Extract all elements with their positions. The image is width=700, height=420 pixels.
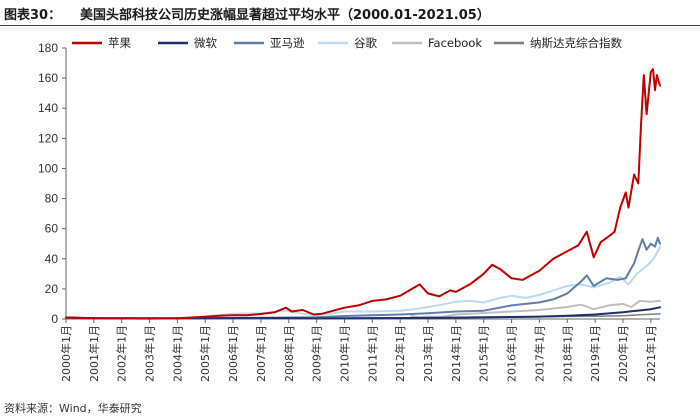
x-tick-label: 2015年1月: [477, 325, 491, 382]
x-tick-label: 2010年1月: [337, 325, 351, 382]
legend-label: 纳斯达克综合指数: [530, 36, 622, 50]
x-tick-label: 2003年1月: [143, 325, 157, 382]
x-tick-label: 2019年1月: [588, 325, 602, 382]
x-tick-label: 2018年1月: [560, 325, 574, 382]
y-tick-label: 180: [38, 41, 58, 55]
x-tick-label: 2009年1月: [310, 325, 324, 382]
x-tick-label: 2017年1月: [532, 325, 546, 382]
series-line-微软: [65, 306, 661, 320]
x-tick-label: 2007年1月: [254, 325, 268, 382]
x-tick-label: 2001年1月: [87, 325, 101, 382]
y-tick-label: 0: [51, 312, 58, 326]
legend: 苹果 微软 亚马逊 谷歌 Facebook 纳斯达克综合指数: [72, 36, 622, 50]
title-bar: 图表30： 美国头部科技公司历史涨幅显著超过平均水平（2000.01-2021.…: [0, 0, 700, 26]
x-tick-label: 2006年1月: [226, 325, 240, 382]
line-chart: 0 20 40 60 80 100 120 140 160 180 2000年1月 2001年1月 20…: [38, 36, 661, 382]
x-tick-label: 2005年1月: [198, 325, 212, 382]
legend-label: 苹果: [108, 36, 131, 50]
series-line-谷歌: [193, 245, 661, 319]
source-note: 资料来源：Wind，华泰研究: [4, 402, 142, 415]
x-tick-label: 2020年1月: [616, 325, 630, 382]
x-tick-label: 2012年1月: [393, 325, 407, 382]
y-tick-label: 40: [45, 252, 59, 266]
figure-label: 图表30：: [4, 8, 62, 23]
axes: 0 20 40 60 80 100 120 140 160 180 2000年1月 2001年1月 20…: [38, 41, 660, 382]
x-tick-label: 2011年1月: [365, 325, 379, 382]
y-tick-label: 60: [45, 222, 59, 236]
legend-label: 微软: [194, 36, 217, 50]
series-layer: [65, 68, 661, 320]
x-tick-label: 2021年1月: [644, 325, 658, 382]
y-tick-label: 100: [38, 161, 58, 175]
figure-title: 美国头部科技公司历史涨幅显著超过平均水平（2000.01-2021.05）: [80, 8, 490, 23]
legend-label: 亚马逊: [270, 36, 305, 50]
x-tick-label: 2013年1月: [421, 325, 435, 382]
y-tick-label: 160: [38, 71, 58, 85]
x-tick-label: 2002年1月: [115, 325, 129, 382]
y-tick-label: 120: [38, 131, 58, 145]
y-tick-label: 140: [38, 101, 58, 115]
x-tick-label: 2004年1月: [170, 325, 184, 382]
y-tick-label: 80: [45, 192, 59, 206]
series-line-Facebook: [410, 299, 661, 319]
x-tick-label: 2014年1月: [449, 325, 463, 382]
x-tick-label: 2016年1月: [505, 325, 519, 382]
y-tick-label: 20: [45, 282, 59, 296]
legend-label: 谷歌: [354, 36, 377, 50]
x-tick-label: 2008年1月: [282, 325, 296, 382]
x-tick-label: 2000年1月: [59, 325, 73, 382]
legend-label: Facebook: [428, 36, 482, 50]
series-line-苹果: [65, 68, 661, 320]
